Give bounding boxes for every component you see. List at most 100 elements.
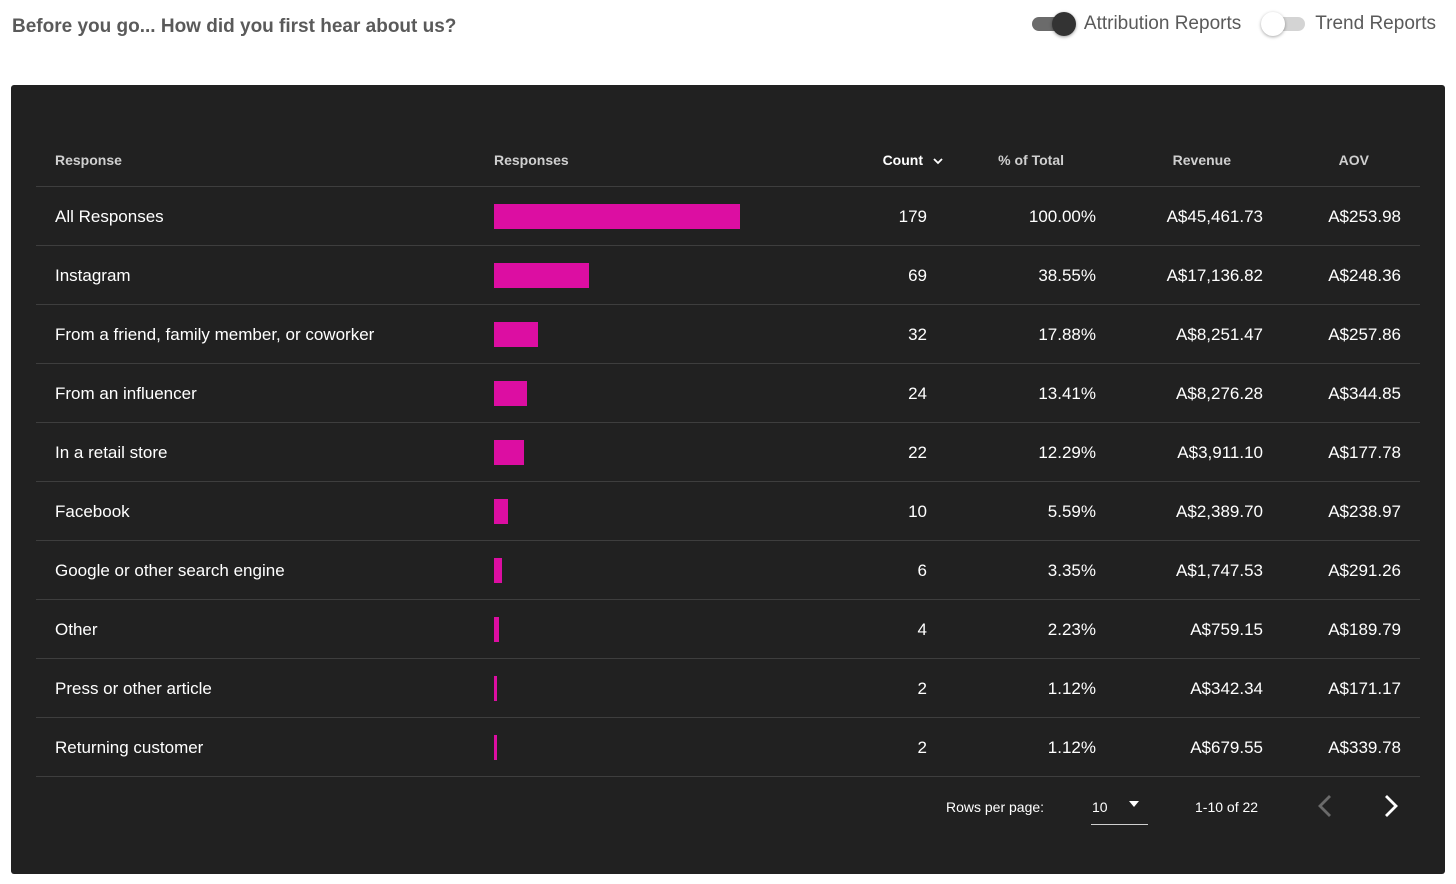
table-row[interactable]: From an influencer 24 13.41% A$8,276.28 A$34… — [36, 364, 1420, 423]
response-cell: From an influencer — [55, 384, 197, 403]
revenue-cell: A$679.55 — [1190, 738, 1263, 757]
table-row[interactable]: Other 4 2.23% A$759.15 A$189.79 — [36, 600, 1420, 659]
table-row[interactable]: Google or other search engine 6 3.35% A$1,7… — [36, 541, 1420, 600]
report-toggles: Attribution Reports Trend Reports — [1030, 10, 1436, 38]
aov-cell: A$171.17 — [1328, 679, 1401, 698]
count-cell: 6 — [917, 561, 927, 580]
table-row[interactable]: Instagram 69 38.55% A$17,136.82 A$248.36 — [36, 246, 1420, 305]
pct-cell: 1.12% — [1047, 679, 1096, 698]
pagination: Rows per page: 10 1-10 of 22 — [11, 777, 1445, 837]
revenue-cell: A$8,276.28 — [1176, 384, 1263, 403]
toggle-knob — [1261, 12, 1286, 36]
column-header-response[interactable]: Response — [55, 152, 122, 168]
response-bar — [494, 676, 497, 701]
aov-cell: A$344.85 — [1328, 384, 1401, 403]
revenue-cell: A$2,389.70 — [1176, 502, 1263, 521]
column-header-pct-of-total[interactable]: % of Total — [998, 152, 1064, 168]
attribution-reports-toggle[interactable]: Attribution Reports — [1030, 10, 1241, 38]
count-cell: 22 — [908, 443, 927, 462]
response-cell: All Responses — [55, 207, 164, 226]
aov-cell: A$177.78 — [1328, 443, 1401, 462]
response-cell: Other — [55, 620, 98, 639]
column-header-responses: Responses — [494, 152, 569, 168]
count-cell: 69 — [908, 266, 927, 285]
chevron-down-icon[interactable] — [932, 133, 944, 187]
table-header: Response Responses Count % of Total Reve… — [36, 133, 1420, 187]
trend-reports-toggle[interactable]: Trend Reports — [1261, 10, 1436, 38]
response-cell: Returning customer — [55, 738, 204, 757]
toggle-switch[interactable] — [1261, 10, 1307, 38]
attribution-reports-label: Attribution Reports — [1083, 13, 1242, 34]
page-range: 1-10 of 22 — [1195, 799, 1259, 815]
rows-per-page-select[interactable]: 10 — [1091, 789, 1148, 825]
count-cell: 10 — [908, 502, 927, 521]
chevron-right-icon — [1385, 795, 1398, 817]
count-cell: 2 — [917, 738, 927, 757]
page-title: Before you go... How did you first hear … — [12, 16, 457, 37]
trend-reports-label: Trend Reports — [1315, 13, 1436, 34]
responses-table: Response Responses Count % of Total Reve… — [36, 133, 1420, 777]
revenue-cell: A$1,747.53 — [1176, 561, 1263, 580]
response-bar — [494, 499, 508, 524]
response-bar — [494, 558, 503, 583]
column-header-aov[interactable]: AOV — [1338, 152, 1369, 168]
pct-cell: 100.00% — [1028, 207, 1096, 226]
response-cell: Instagram — [55, 266, 131, 285]
revenue-cell: A$8,251.47 — [1176, 325, 1263, 344]
response-bar — [494, 617, 500, 642]
count-cell: 4 — [917, 620, 927, 639]
rows-per-page-value: 10 — [1092, 799, 1108, 815]
toggle-knob — [1051, 12, 1076, 36]
pct-cell: 38.55% — [1038, 266, 1096, 285]
table-row[interactable]: In a retail store 22 12.29% A$3,911.10 A$177… — [36, 423, 1420, 482]
pct-cell: 2.23% — [1047, 620, 1096, 639]
chevron-left-icon — [1318, 795, 1331, 817]
count-cell: 24 — [908, 384, 927, 403]
response-cell: Press or other article — [55, 679, 212, 698]
count-cell: 32 — [908, 325, 927, 344]
pct-cell: 17.88% — [1038, 325, 1096, 344]
revenue-cell: A$45,461.73 — [1166, 207, 1263, 226]
aov-cell: A$238.97 — [1328, 502, 1401, 521]
revenue-cell: A$342.34 — [1190, 679, 1263, 698]
table-row[interactable]: Press or other article 2 1.12% A$342.34 A$17… — [36, 659, 1420, 718]
pct-cell: 3.35% — [1047, 561, 1096, 580]
response-cell: Google or other search engine — [55, 561, 285, 580]
table-row[interactable]: Facebook 10 5.59% A$2,389.70 A$238.97 — [36, 482, 1420, 541]
next-page-button[interactable] — [1373, 789, 1407, 823]
count-cell: 179 — [898, 207, 927, 226]
pct-cell: 12.29% — [1038, 443, 1096, 462]
response-bar — [494, 440, 525, 465]
caret-down-icon — [1128, 799, 1140, 811]
aov-cell: A$257.86 — [1328, 325, 1401, 344]
results-panel: Response Responses Count % of Total Reve… — [11, 85, 1445, 874]
column-header-count[interactable]: Count — [882, 152, 923, 168]
revenue-cell: A$759.15 — [1190, 620, 1263, 639]
table-row[interactable]: Returning customer 2 1.12% A$679.55 A$339.78 — [36, 718, 1420, 777]
response-bar — [494, 735, 497, 760]
response-bar — [494, 204, 740, 229]
column-header-revenue[interactable]: Revenue — [1172, 152, 1231, 168]
table-row[interactable]: All Responses 179 100.00% A$45,461.73 A$253.… — [36, 187, 1420, 246]
aov-cell: A$253.98 — [1328, 207, 1401, 226]
revenue-cell: A$3,911.10 — [1177, 443, 1263, 462]
response-bar — [494, 263, 589, 288]
revenue-cell: A$17,136.82 — [1166, 266, 1263, 285]
aov-cell: A$339.78 — [1328, 738, 1401, 757]
response-cell: Facebook — [55, 502, 130, 521]
pct-cell: 1.12% — [1047, 738, 1096, 757]
rows-per-page-label: Rows per page: — [946, 799, 1045, 815]
aov-cell: A$189.79 — [1328, 620, 1401, 639]
response-bar — [494, 381, 527, 406]
toggle-switch[interactable] — [1030, 10, 1076, 38]
pct-cell: 5.59% — [1047, 502, 1096, 521]
table-row[interactable]: From a friend, family member, or coworke… — [36, 305, 1420, 364]
response-cell: In a retail store — [55, 443, 168, 462]
response-bar — [494, 322, 538, 347]
aov-cell: A$248.36 — [1328, 266, 1401, 285]
aov-cell: A$291.26 — [1328, 561, 1401, 580]
response-cell: From a friend, family member, or coworke… — [55, 325, 375, 344]
previous-page-button[interactable] — [1309, 789, 1343, 823]
pct-cell: 13.41% — [1038, 384, 1096, 403]
count-cell: 2 — [917, 679, 927, 698]
